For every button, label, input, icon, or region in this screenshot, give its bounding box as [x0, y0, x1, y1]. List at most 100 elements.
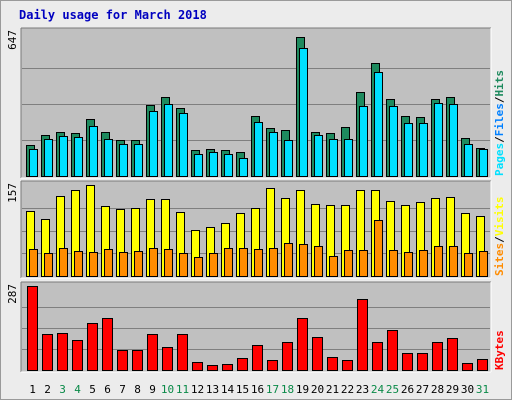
x-tick-label: 17 — [266, 383, 279, 396]
hits-files-pages-panel-legend: Pages/Files/Hits — [493, 70, 506, 176]
pages-bar — [194, 154, 203, 177]
sites-bar — [209, 253, 218, 277]
kbytes-bar — [237, 358, 248, 371]
legend-separator: / — [493, 136, 506, 143]
x-tick-label: 28 — [431, 383, 444, 396]
sites-bar — [464, 253, 473, 277]
sites-bar — [119, 252, 128, 277]
pages-bar — [374, 72, 383, 177]
x-tick-label: 19 — [296, 383, 309, 396]
kbytes-bar — [132, 350, 143, 371]
sites-bar — [179, 253, 188, 277]
kbytes-bar — [102, 318, 113, 371]
kbytes-bar — [432, 342, 443, 371]
kbytes-bar — [222, 364, 233, 371]
pages-bar — [104, 139, 113, 177]
kbytes-bar — [342, 360, 353, 371]
sites-bar — [164, 249, 173, 277]
legend-separator: / — [493, 96, 506, 103]
kbytes-bar — [282, 342, 293, 371]
sites-bar — [374, 220, 383, 277]
x-tick-label: 11 — [176, 383, 189, 396]
sites-bar — [434, 246, 443, 277]
x-tick-label: 23 — [356, 383, 369, 396]
pages-bar — [89, 126, 98, 177]
pages-bar — [449, 104, 458, 177]
visits-sites-panel-ymax-label: 157 — [6, 183, 19, 203]
kbytes-bar — [372, 342, 383, 371]
kbytes-bar — [447, 338, 458, 371]
pages-bar — [269, 132, 278, 177]
kbytes-bar — [417, 353, 428, 371]
pages-bar — [209, 152, 218, 177]
x-tick-label: 7 — [119, 383, 126, 396]
x-tick-label: 20 — [311, 383, 324, 396]
pages-bar — [434, 103, 443, 177]
x-tick-label: 25 — [386, 383, 399, 396]
kbytes-panel-legend: KBytes — [493, 330, 506, 370]
x-tick-label: 12 — [191, 383, 204, 396]
kbytes-bar — [177, 334, 188, 371]
sites-bar — [269, 248, 278, 277]
pages-bar — [329, 139, 338, 177]
x-tick-label: 2 — [44, 383, 51, 396]
x-tick-label: 30 — [461, 383, 474, 396]
kbytes-bar — [147, 334, 158, 371]
sites-bar — [194, 257, 203, 277]
pages-bar — [389, 106, 398, 177]
kbytes-bar — [72, 340, 83, 371]
legend-visits: Visits — [493, 197, 506, 237]
sites-bar — [134, 251, 143, 277]
kbytes-bar — [27, 286, 38, 371]
sites-bar — [389, 250, 398, 277]
x-tick-label: 31 — [476, 383, 489, 396]
x-tick-label: 29 — [446, 383, 459, 396]
sites-bar — [479, 251, 488, 277]
x-tick-label: 3 — [59, 383, 66, 396]
legend-separator: / — [493, 236, 506, 243]
pages-bar — [149, 111, 158, 177]
x-tick-label: 15 — [236, 383, 249, 396]
sites-bar — [239, 248, 248, 277]
pages-bar — [479, 149, 488, 177]
hits-files-pages-panel-ymax-label: 647 — [6, 30, 19, 50]
x-tick-label: 1 — [29, 383, 36, 396]
sites-bar — [44, 253, 53, 277]
pages-bar — [464, 144, 473, 177]
pages-bar — [254, 122, 263, 177]
x-tick-label: 6 — [104, 383, 111, 396]
kbytes-bar — [402, 353, 413, 371]
kbytes-bar — [312, 337, 323, 371]
sites-bar — [449, 246, 458, 277]
kbytes-bar — [117, 350, 128, 371]
pages-bar — [119, 144, 128, 177]
x-tick-label: 24 — [371, 383, 385, 396]
sites-bar — [149, 248, 158, 277]
kbytes-bar — [162, 347, 173, 371]
sites-bar — [344, 250, 353, 277]
x-tick-label: 27 — [416, 383, 429, 396]
kbytes-bar — [42, 334, 53, 371]
kbytes-panel-ymax-label: 287 — [6, 284, 19, 304]
pages-bar — [404, 123, 413, 177]
x-tick-label: 10 — [161, 383, 174, 396]
sites-bar — [89, 252, 98, 277]
sites-bar — [359, 250, 368, 277]
pages-bar — [239, 158, 248, 177]
pages-bar — [179, 113, 188, 177]
pages-bar — [359, 106, 368, 177]
pages-bar — [344, 139, 353, 177]
sites-bar — [314, 246, 323, 277]
kbytes-bar — [462, 363, 473, 371]
legend-files: Files — [493, 103, 506, 136]
x-tick-label: 21 — [326, 383, 339, 396]
x-tick-label: 8 — [134, 383, 141, 396]
sites-bar — [254, 249, 263, 277]
chart-title: Daily usage for March 2018 — [19, 8, 207, 22]
kbytes-bar — [192, 362, 203, 371]
sites-bar — [104, 249, 113, 277]
x-tick-label: 14 — [221, 383, 235, 396]
visits-sites-panel-legend: Sites/Visits — [493, 197, 506, 277]
